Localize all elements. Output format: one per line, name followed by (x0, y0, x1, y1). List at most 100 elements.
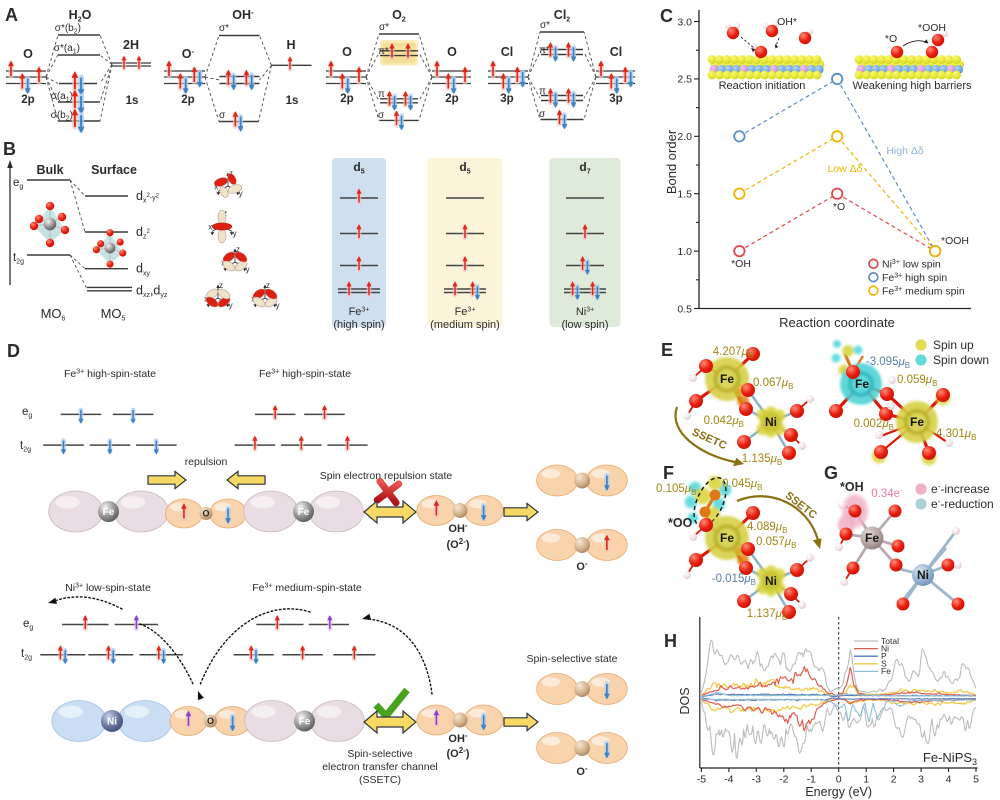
svg-text:High Δδ: High Δδ (886, 145, 924, 157)
svg-text:σ: σ (219, 110, 226, 121)
svg-text:MO5: MO5 (101, 306, 126, 323)
svg-text:d5: d5 (459, 160, 470, 176)
svg-text:σ*: σ* (219, 23, 229, 34)
svg-text:Bond order: Bond order (664, 129, 679, 194)
svg-text:*OH: *OH (731, 258, 751, 270)
svg-text:Fe: Fe (298, 507, 310, 518)
svg-text:2p: 2p (445, 93, 458, 105)
svg-text:x: x (214, 183, 218, 192)
svg-text:*OO: *OO (668, 516, 693, 530)
svg-text:Fe: Fe (720, 372, 734, 386)
svg-text:OH*: OH* (777, 16, 797, 28)
svg-text:Fe: Fe (720, 531, 734, 545)
svg-text:z: z (266, 281, 270, 290)
svg-text:Spin down: Spin down (933, 353, 989, 367)
svg-text:1.5: 1.5 (677, 189, 692, 201)
svg-text:O-: O- (576, 764, 588, 778)
svg-text:*OH: *OH (840, 480, 864, 494)
svg-text:0.002μB: 0.002μB (854, 418, 894, 432)
svg-text:-2: -2 (779, 774, 788, 786)
svg-text:C: C (660, 6, 673, 26)
svg-text:(high spin): (high spin) (333, 319, 384, 331)
svg-text:O: O (23, 47, 33, 61)
svg-text:2p: 2p (21, 94, 34, 106)
svg-text:Reaction initiation: Reaction initiation (719, 80, 806, 92)
svg-text:Fe: Fe (910, 415, 924, 429)
svg-text:3p: 3p (500, 93, 513, 105)
svg-text:eg: eg (22, 406, 32, 420)
svg-text:Fe: Fe (881, 666, 891, 676)
svg-text:H: H (664, 631, 677, 651)
svg-text:e--increase: e--increase (931, 482, 990, 496)
svg-text:1s: 1s (126, 95, 139, 107)
svg-text:π: π (378, 89, 385, 100)
svg-text:d5: d5 (353, 160, 364, 176)
svg-text:5: 5 (973, 774, 979, 786)
svg-text:*O: *O (833, 201, 845, 213)
svg-text:Fe: Fe (855, 377, 869, 391)
svg-text:σ: σ (378, 110, 385, 121)
svg-text:Weakening high barriers: Weakening high barriers (852, 80, 972, 92)
svg-text:-1: -1 (807, 774, 816, 786)
svg-text:Energy (eV): Energy (eV) (805, 785, 872, 799)
svg-text:t2g: t2g (20, 440, 31, 454)
svg-text:Ni: Ni (881, 643, 889, 653)
svg-text:2p: 2p (340, 93, 353, 105)
svg-text:Fe: Fe (103, 507, 115, 518)
svg-text:O: O (207, 716, 214, 726)
svg-text:(low spin): (low spin) (561, 319, 608, 331)
svg-text:OH-: OH- (448, 521, 468, 535)
svg-text:Fe3+ medium spin: Fe3+ medium spin (882, 285, 965, 297)
svg-text:electron transfer channel: electron transfer channel (322, 761, 438, 773)
svg-text:S: S (881, 659, 887, 669)
svg-text:Ni3+ low spin: Ni3+ low spin (882, 259, 941, 271)
svg-text:O-: O- (182, 47, 195, 61)
svg-text:Ni: Ni (917, 568, 929, 582)
svg-text:π*: π* (378, 46, 389, 57)
svg-text:d7: d7 (579, 160, 590, 176)
svg-text:3: 3 (918, 774, 924, 786)
svg-text:Fe3+ high-spin-state: Fe3+ high-spin-state (259, 368, 351, 380)
svg-text:Cl: Cl (610, 45, 623, 59)
svg-text:-3.095μB: -3.095μB (866, 356, 910, 370)
svg-text:Low Δδ: Low Δδ (827, 163, 862, 175)
svg-text:z: z (236, 245, 240, 254)
svg-text:(SSETC): (SSETC) (359, 774, 401, 786)
svg-text:MO6: MO6 (41, 306, 66, 323)
svg-text:DOS: DOS (678, 687, 692, 714)
svg-text:A: A (5, 5, 18, 25)
svg-text:Spin electron repulsion state: Spin electron repulsion state (320, 470, 453, 482)
svg-text:*OOH: *OOH (918, 22, 946, 34)
svg-text:OH-: OH- (232, 8, 254, 22)
svg-text:2.5: 2.5 (677, 74, 692, 86)
svg-text:π*: π* (539, 45, 550, 56)
svg-text:σ(b2): σ(b2) (51, 110, 73, 123)
svg-text:3p: 3p (609, 93, 622, 105)
svg-text:x: x (208, 223, 212, 232)
svg-text:Ni: Ni (765, 415, 777, 429)
svg-text:D: D (7, 341, 20, 361)
svg-text:0.067μB: 0.067μB (753, 377, 793, 391)
svg-text:B: B (3, 139, 16, 159)
svg-text:O-: O- (576, 559, 588, 573)
svg-text:(O2-): (O2-) (446, 537, 469, 551)
svg-text:2.0: 2.0 (677, 131, 692, 143)
svg-text:3.0: 3.0 (677, 16, 692, 28)
svg-text:e--reduction: e--reduction (931, 497, 994, 511)
svg-text:0.5: 0.5 (677, 303, 692, 315)
svg-text:Ni3+ low-spin-state: Ni3+ low-spin-state (65, 582, 151, 594)
svg-text:2H: 2H (123, 38, 139, 52)
svg-text:repulsion: repulsion (185, 456, 228, 468)
svg-text:π: π (539, 86, 546, 97)
svg-text:4: 4 (946, 774, 952, 786)
svg-text:Reaction coordinate: Reaction coordinate (779, 315, 895, 330)
svg-text:y: y (246, 265, 250, 274)
svg-text:O: O (447, 45, 457, 59)
svg-text:0.059μB: 0.059μB (897, 374, 937, 388)
svg-text:H: H (286, 38, 295, 52)
svg-text:Spin-selective: Spin-selective (347, 748, 413, 760)
svg-text:G: G (824, 463, 838, 483)
svg-text:-3: -3 (752, 774, 761, 786)
svg-text:Fe3+ high-spin-state: Fe3+ high-spin-state (64, 368, 156, 380)
svg-text:0: 0 (836, 774, 842, 786)
